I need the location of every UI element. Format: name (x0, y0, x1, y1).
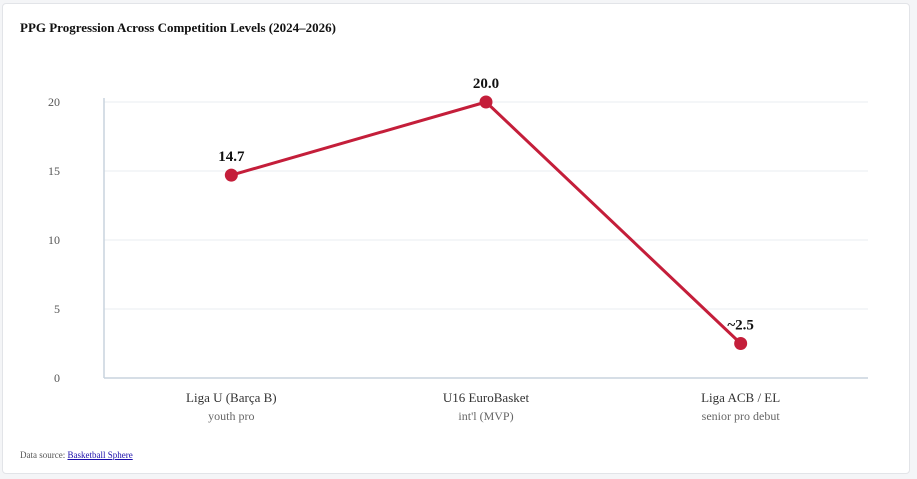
x-tick-sublabel: youth pro (208, 409, 254, 423)
y-tick-label: 10 (48, 233, 60, 247)
y-tick-label: 5 (54, 302, 60, 316)
x-tick-label: Liga ACB / EL (701, 390, 780, 405)
data-label: ~2.5 (727, 318, 754, 334)
data-source: Data source: Basketball Sphere (20, 450, 133, 460)
y-tick-label: 15 (48, 164, 60, 178)
data-source-link[interactable]: Basketball Sphere (67, 450, 133, 460)
x-tick-label: U16 EuroBasket (443, 390, 530, 405)
data-label: 20.0 (473, 76, 499, 92)
data-label: 14.7 (218, 149, 245, 165)
chart-card: PPG Progression Across Competition Level… (2, 3, 910, 474)
data-point (734, 337, 748, 350)
data-point (224, 168, 238, 182)
x-tick-sublabel: int'l (MVP) (458, 409, 513, 423)
data-point (479, 95, 493, 109)
y-tick-label: 20 (48, 95, 60, 109)
chart-title: PPG Progression Across Competition Level… (20, 20, 336, 35)
data-source-prefix: Data source: (20, 450, 66, 460)
series-line (229, 100, 743, 345)
x-tick-sublabel: senior pro debut (702, 409, 781, 423)
y-tick-label: 0 (54, 371, 60, 385)
x-tick-label: Liga U (Barça B) (186, 390, 277, 405)
